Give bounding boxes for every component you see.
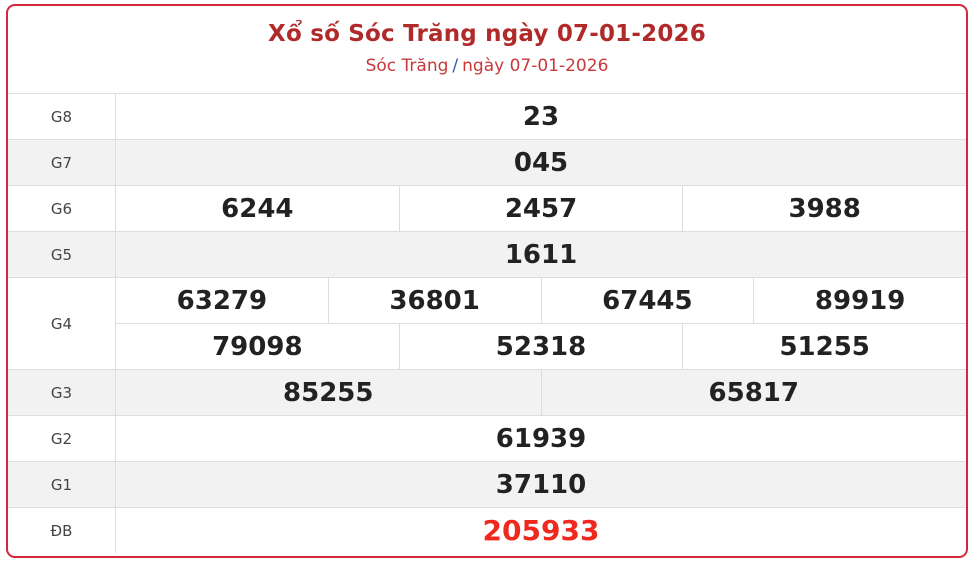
prize-label: G4 — [8, 278, 116, 369]
breadcrumb: Sóc Trăng / ngày 07-01-2026 — [8, 56, 966, 76]
results-card: Xổ số Sóc Trăng ngày 07-01-2026 Sóc Trăn… — [6, 4, 968, 558]
prize-row: G4 63279 36801 67445 89919 79098 52318 51255 — [8, 278, 966, 370]
prize-values: 37110 — [116, 462, 966, 507]
prize-line: 205933 — [116, 508, 966, 553]
prize-values: 85255 65817 — [116, 370, 966, 415]
prize-label: G2 — [8, 416, 116, 461]
prize-values: 23 — [116, 94, 966, 139]
page-title: Xổ số Sóc Trăng ngày 07-01-2026 — [268, 21, 706, 47]
results-table: G8 23 G7 045 G6 6244 2457 3988 G5 1611 G4 63279 3680… — [8, 94, 966, 553]
prize-values: 205933 — [116, 508, 966, 553]
prize-line: 63279 36801 67445 89919 — [116, 278, 966, 323]
prize-number: 3988 — [682, 186, 966, 231]
prize-line: 79098 52318 51255 — [116, 323, 966, 369]
prize-row: G3 85255 65817 — [8, 370, 966, 416]
prize-row: G8 23 — [8, 94, 966, 140]
special-prize-number: 205933 — [482, 514, 600, 547]
prize-label: G8 — [8, 94, 116, 139]
prize-number: 89919 — [753, 278, 966, 323]
breadcrumb-date-link[interactable]: ngày 07-01-2026 — [462, 56, 609, 76]
prize-row: G7 045 — [8, 140, 966, 186]
prize-number: 045 — [513, 147, 569, 178]
prize-values: 63279 36801 67445 89919 79098 52318 51255 — [116, 278, 966, 369]
results-header: Xổ số Sóc Trăng ngày 07-01-2026 Sóc Trăn… — [8, 6, 966, 94]
prize-label: ĐB — [8, 508, 116, 553]
prize-label: G6 — [8, 186, 116, 231]
breadcrumb-separator: / — [452, 56, 459, 76]
prize-row: ĐB 205933 — [8, 508, 966, 553]
prize-label: G5 — [8, 232, 116, 277]
prize-row: G1 37110 — [8, 462, 966, 508]
prize-number: 23 — [522, 101, 560, 132]
prize-number: 65817 — [540, 370, 967, 415]
prize-row: G5 1611 — [8, 232, 966, 278]
prize-number: 79098 — [212, 331, 303, 362]
prize-number: 1611 — [504, 239, 578, 270]
prize-number: 37110 — [495, 469, 587, 500]
prize-line: 23 — [116, 94, 966, 139]
prize-number: 51255 — [682, 324, 966, 369]
prize-values: 6244 2457 3988 — [116, 186, 966, 231]
prize-number: 85255 — [283, 377, 374, 408]
prize-number: 36801 — [327, 278, 541, 323]
prize-values: 1611 — [116, 232, 966, 277]
prize-number: 63279 — [176, 285, 268, 316]
prize-number: 6244 — [221, 193, 294, 224]
prize-line: 6244 2457 3988 — [116, 186, 966, 231]
prize-line: 045 — [116, 140, 966, 185]
prize-number: 67445 — [540, 278, 754, 323]
prize-line: 1611 — [116, 232, 966, 277]
prize-number: 2457 — [398, 186, 683, 231]
prize-number: 61939 — [495, 423, 587, 454]
prize-line: 85255 65817 — [116, 370, 966, 415]
prize-row: G6 6244 2457 3988 — [8, 186, 966, 232]
prize-label: G1 — [8, 462, 116, 507]
prize-values: 045 — [116, 140, 966, 185]
prize-values: 61939 — [116, 416, 966, 461]
breadcrumb-province-link[interactable]: Sóc Trăng — [365, 56, 449, 76]
prize-label: G3 — [8, 370, 116, 415]
prize-line: 61939 — [116, 416, 966, 461]
prize-label: G7 — [8, 140, 116, 185]
prize-line: 37110 — [116, 462, 966, 507]
prize-row: G2 61939 — [8, 416, 966, 462]
prize-number: 52318 — [398, 324, 683, 369]
